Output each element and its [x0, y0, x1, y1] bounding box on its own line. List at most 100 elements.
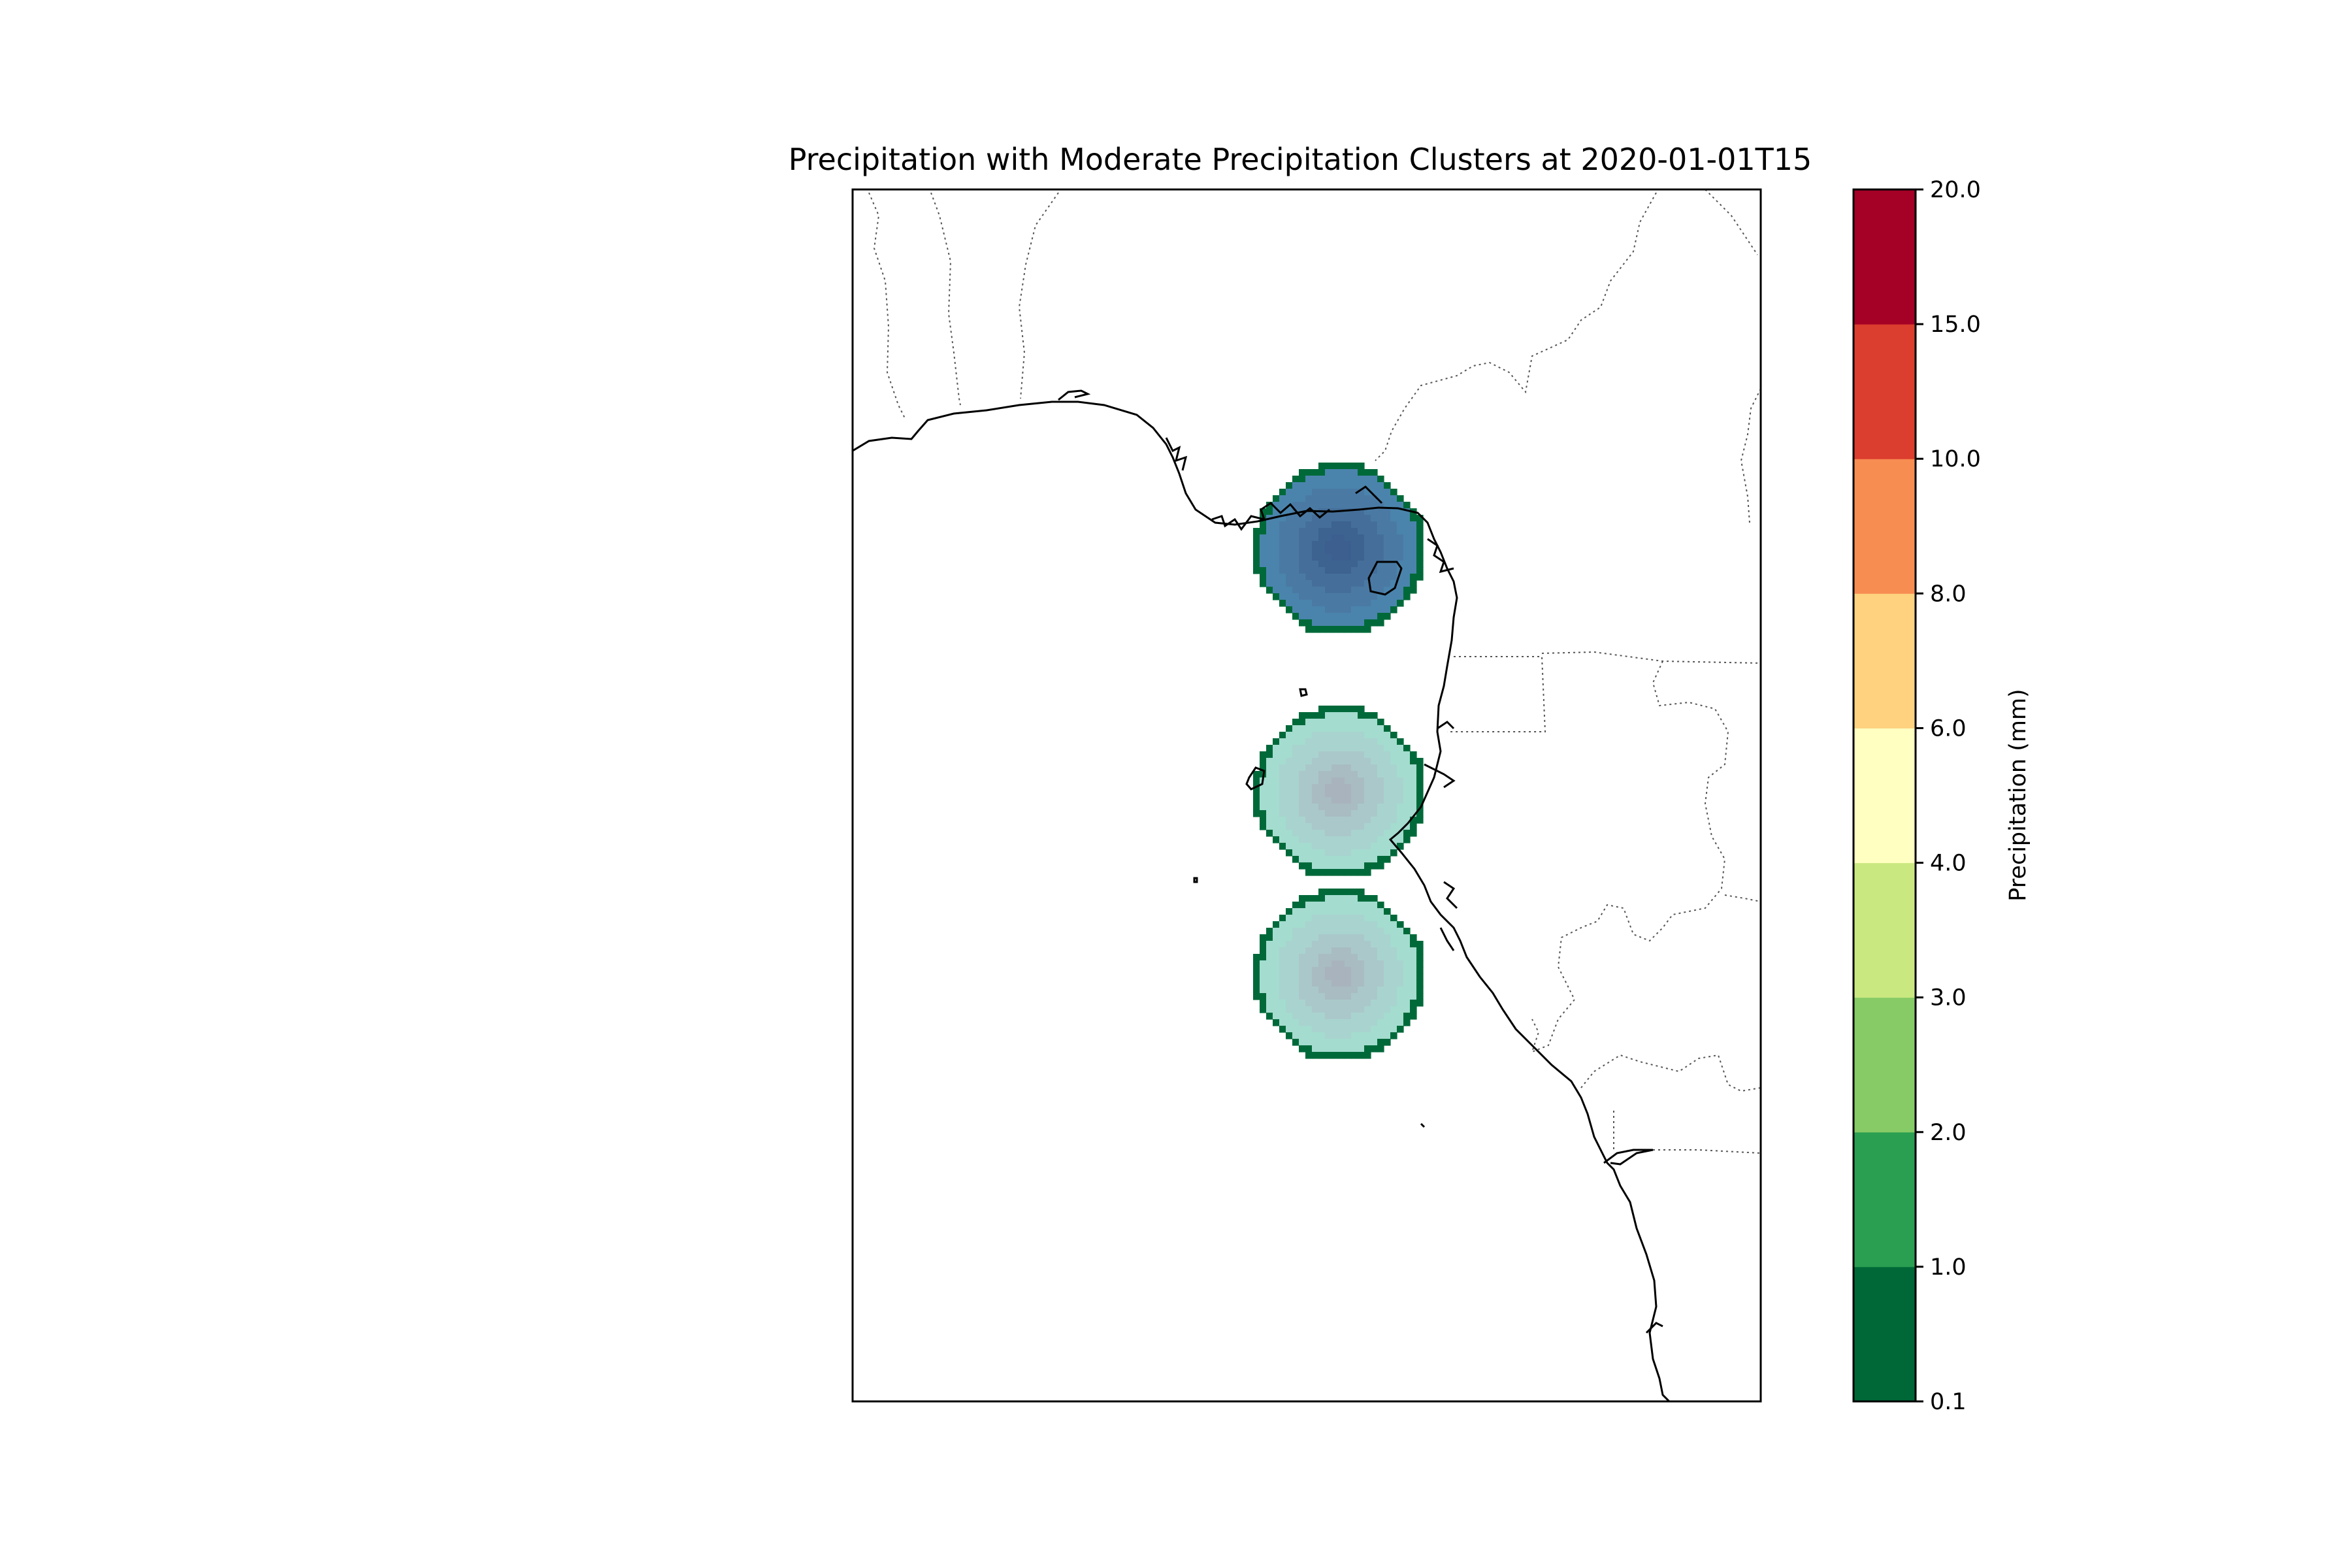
cluster-cell [1345, 934, 1352, 941]
cluster-cell [1312, 830, 1319, 837]
cluster-cell [1279, 1013, 1286, 1020]
cluster-cell [1338, 515, 1345, 522]
cluster-cell [1286, 1019, 1293, 1026]
cluster-cell [1325, 836, 1332, 843]
cluster-cell [1305, 567, 1313, 574]
cluster-cell [1345, 489, 1352, 496]
cluster-cell [1338, 1019, 1345, 1026]
cluster-cell [1377, 960, 1384, 968]
cluster-cell [1312, 574, 1319, 581]
cluster-cell [1351, 902, 1358, 909]
cluster-cell [1358, 561, 1365, 568]
cluster-cell [1286, 980, 1293, 987]
cluster-cell [1364, 784, 1371, 791]
colorbar-band [1854, 728, 1916, 864]
cluster-cell [1312, 1052, 1319, 1059]
cluster-cell [1286, 567, 1293, 574]
coastline-detail [1443, 881, 1458, 909]
cluster-cell [1312, 751, 1319, 759]
cluster-cell [1403, 745, 1411, 752]
cluster-cell [1292, 521, 1299, 529]
cluster-cell [1325, 967, 1332, 974]
cluster-cell [1351, 719, 1358, 726]
colorbar-tick-label: 2.0 [1930, 1120, 1967, 1146]
cluster-cell [1403, 534, 1411, 542]
cluster-cell [1318, 1032, 1326, 1039]
cluster-cell [1377, 732, 1384, 739]
cluster-cell [1286, 843, 1293, 850]
cluster-cell [1253, 967, 1260, 974]
cluster-cell [1351, 771, 1358, 778]
cluster-cell [1273, 534, 1280, 542]
cluster-cell [1279, 928, 1286, 935]
cluster-cell [1318, 817, 1326, 824]
cluster-cell [1299, 797, 1306, 804]
cluster-cell [1390, 1006, 1397, 1013]
cluster-cell [1416, 541, 1424, 548]
cluster-cell [1292, 777, 1299, 785]
cluster-cell [1416, 954, 1424, 961]
cluster-cell [1345, 908, 1352, 915]
cluster-cell [1390, 745, 1397, 752]
cluster-cell [1338, 817, 1345, 824]
cluster-cell [1338, 889, 1345, 896]
cluster-cell [1286, 1032, 1293, 1039]
cluster-cell [1286, 764, 1293, 772]
cluster-cell [1286, 725, 1293, 732]
cluster-cell [1292, 1006, 1299, 1013]
cluster-cell [1266, 784, 1273, 791]
cluster-cell [1279, 817, 1286, 824]
cluster-cell [1345, 817, 1352, 824]
cluster-cell [1377, 561, 1384, 568]
cluster-cell [1351, 849, 1358, 857]
cluster-cell [1312, 817, 1319, 824]
colorbar-band [1854, 324, 1916, 459]
cluster-cell [1325, 843, 1332, 850]
cluster-cell [1338, 797, 1345, 804]
cluster-cell [1397, 554, 1404, 561]
cluster-cell [1279, 600, 1286, 607]
cluster-cell [1377, 580, 1384, 587]
cluster-cell [1338, 908, 1345, 915]
cluster-cell [1351, 1039, 1358, 1046]
cluster-cell [1377, 784, 1384, 791]
cluster-cell [1377, 593, 1384, 600]
cluster-cell [1305, 554, 1313, 561]
cluster-cell [1273, 745, 1280, 752]
cluster-cell [1253, 547, 1260, 555]
cluster-cell [1351, 482, 1358, 489]
cluster-cell [1338, 495, 1345, 502]
cluster-cell [1390, 528, 1397, 535]
cluster-cell [1331, 817, 1339, 824]
cluster-cell [1260, 567, 1267, 574]
cluster-cell [1351, 515, 1358, 522]
cluster-cell [1299, 613, 1306, 620]
cluster-cell [1318, 1026, 1326, 1033]
cluster-cell [1305, 777, 1313, 785]
cluster-cell [1292, 960, 1299, 968]
cluster-cell [1371, 554, 1378, 561]
cluster-cell [1331, 928, 1339, 935]
cluster-cell [1371, 600, 1378, 607]
cluster-cell [1279, 1019, 1286, 1026]
cluster-cell [1371, 606, 1378, 613]
cluster-cell [1371, 1013, 1378, 1020]
cluster-cell [1351, 745, 1358, 752]
cluster-cell [1325, 547, 1332, 555]
cluster-cell [1286, 973, 1293, 981]
cluster-cell [1286, 1026, 1293, 1033]
cluster-cell [1312, 908, 1319, 915]
cluster-cell [1364, 725, 1371, 732]
cluster-cell [1325, 561, 1332, 568]
cluster-cell [1299, 574, 1306, 581]
cluster-cell [1253, 541, 1260, 548]
cluster-cell [1416, 810, 1424, 817]
cluster-cell [1338, 980, 1345, 987]
cluster-cell [1338, 973, 1345, 981]
cluster-cell [1286, 508, 1293, 515]
border-line [1541, 651, 1761, 664]
colorbar-band [1854, 593, 1916, 728]
cluster-cell [1390, 561, 1397, 568]
cluster-cell [1266, 1013, 1273, 1020]
cluster-cell [1331, 495, 1339, 502]
